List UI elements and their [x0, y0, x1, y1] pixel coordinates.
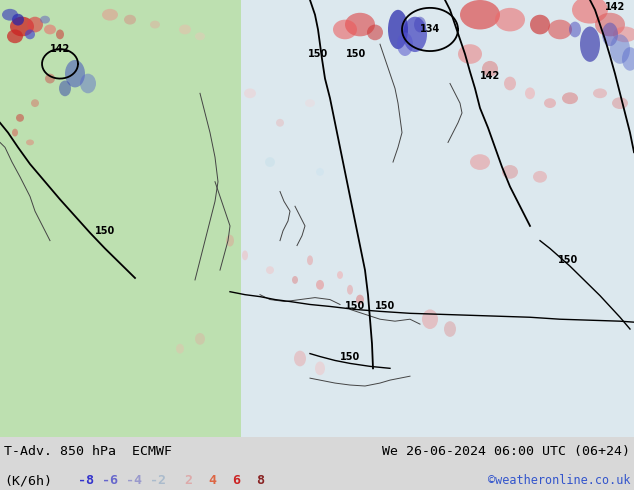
Ellipse shape [195, 32, 205, 40]
Text: T-Adv. 850 hPa  ECMWF: T-Adv. 850 hPa ECMWF [4, 445, 172, 458]
Ellipse shape [7, 29, 23, 43]
Ellipse shape [56, 29, 64, 39]
Ellipse shape [65, 60, 85, 87]
Ellipse shape [26, 140, 34, 146]
Ellipse shape [27, 17, 43, 32]
Ellipse shape [265, 157, 275, 167]
Ellipse shape [504, 76, 516, 90]
Ellipse shape [347, 285, 353, 294]
Text: 142: 142 [50, 44, 70, 54]
Ellipse shape [525, 87, 535, 99]
Ellipse shape [367, 24, 383, 40]
Ellipse shape [333, 20, 357, 39]
Ellipse shape [102, 9, 118, 21]
Ellipse shape [482, 61, 498, 76]
Ellipse shape [602, 23, 618, 46]
Text: -4: -4 [126, 474, 142, 487]
Ellipse shape [45, 74, 55, 83]
Ellipse shape [276, 119, 284, 127]
Ellipse shape [179, 24, 191, 34]
Ellipse shape [266, 266, 274, 274]
Ellipse shape [316, 280, 324, 290]
Ellipse shape [572, 0, 608, 24]
Text: 150: 150 [340, 351, 360, 362]
Ellipse shape [176, 344, 184, 354]
Ellipse shape [356, 294, 364, 304]
Text: 142: 142 [480, 71, 500, 81]
Ellipse shape [460, 0, 500, 29]
Ellipse shape [397, 32, 413, 56]
Bar [241, 0, 634, 437]
Ellipse shape [544, 98, 556, 108]
Ellipse shape [10, 17, 34, 36]
Ellipse shape [622, 47, 634, 71]
Text: 150: 150 [346, 49, 366, 59]
Ellipse shape [610, 34, 630, 64]
Ellipse shape [595, 13, 625, 36]
Ellipse shape [244, 88, 256, 98]
Ellipse shape [226, 235, 234, 246]
Ellipse shape [580, 26, 600, 62]
Ellipse shape [470, 154, 490, 170]
Ellipse shape [294, 351, 306, 367]
Ellipse shape [305, 99, 315, 107]
Ellipse shape [59, 80, 71, 96]
Ellipse shape [612, 97, 628, 109]
Ellipse shape [388, 10, 408, 49]
Text: 2: 2 [184, 474, 192, 487]
Ellipse shape [31, 99, 39, 107]
Ellipse shape [12, 14, 24, 25]
Ellipse shape [569, 22, 581, 37]
Ellipse shape [195, 333, 205, 345]
Ellipse shape [44, 24, 56, 34]
Bar [0, 0, 241, 437]
Text: 8: 8 [256, 474, 264, 487]
Text: -6: -6 [102, 474, 118, 487]
Text: -8: -8 [78, 474, 94, 487]
Ellipse shape [548, 20, 572, 39]
Ellipse shape [530, 15, 550, 34]
Ellipse shape [80, 74, 96, 93]
Ellipse shape [292, 276, 298, 284]
Text: (K/6h): (K/6h) [4, 474, 52, 487]
Text: We 26-06-2024 06:00 UTC (06+24): We 26-06-2024 06:00 UTC (06+24) [382, 445, 630, 458]
Text: 142: 142 [605, 2, 625, 12]
Ellipse shape [25, 29, 35, 39]
Ellipse shape [403, 17, 427, 52]
Ellipse shape [316, 168, 324, 176]
Ellipse shape [307, 255, 313, 265]
Text: -2: -2 [150, 474, 166, 487]
Text: 150: 150 [375, 301, 395, 312]
Ellipse shape [422, 309, 438, 329]
Text: ©weatheronline.co.uk: ©weatheronline.co.uk [488, 474, 630, 487]
Ellipse shape [414, 17, 426, 32]
Ellipse shape [337, 271, 343, 279]
Ellipse shape [444, 321, 456, 337]
Text: 150: 150 [308, 49, 328, 59]
Ellipse shape [2, 9, 18, 21]
Text: 4: 4 [208, 474, 216, 487]
Text: 150: 150 [95, 226, 115, 236]
Ellipse shape [593, 88, 607, 98]
Ellipse shape [12, 129, 18, 137]
Ellipse shape [458, 44, 482, 64]
Text: 150: 150 [345, 301, 365, 312]
Ellipse shape [533, 171, 547, 183]
Ellipse shape [562, 92, 578, 104]
Ellipse shape [16, 114, 24, 122]
Ellipse shape [495, 8, 525, 31]
Ellipse shape [315, 362, 325, 375]
Ellipse shape [502, 165, 518, 179]
Ellipse shape [345, 13, 375, 36]
Ellipse shape [40, 16, 50, 24]
Ellipse shape [242, 250, 248, 260]
Ellipse shape [124, 15, 136, 24]
Text: 6: 6 [232, 474, 240, 487]
Ellipse shape [150, 21, 160, 28]
Text: 150: 150 [558, 255, 578, 265]
Text: 134: 134 [420, 24, 440, 34]
Ellipse shape [613, 26, 634, 42]
